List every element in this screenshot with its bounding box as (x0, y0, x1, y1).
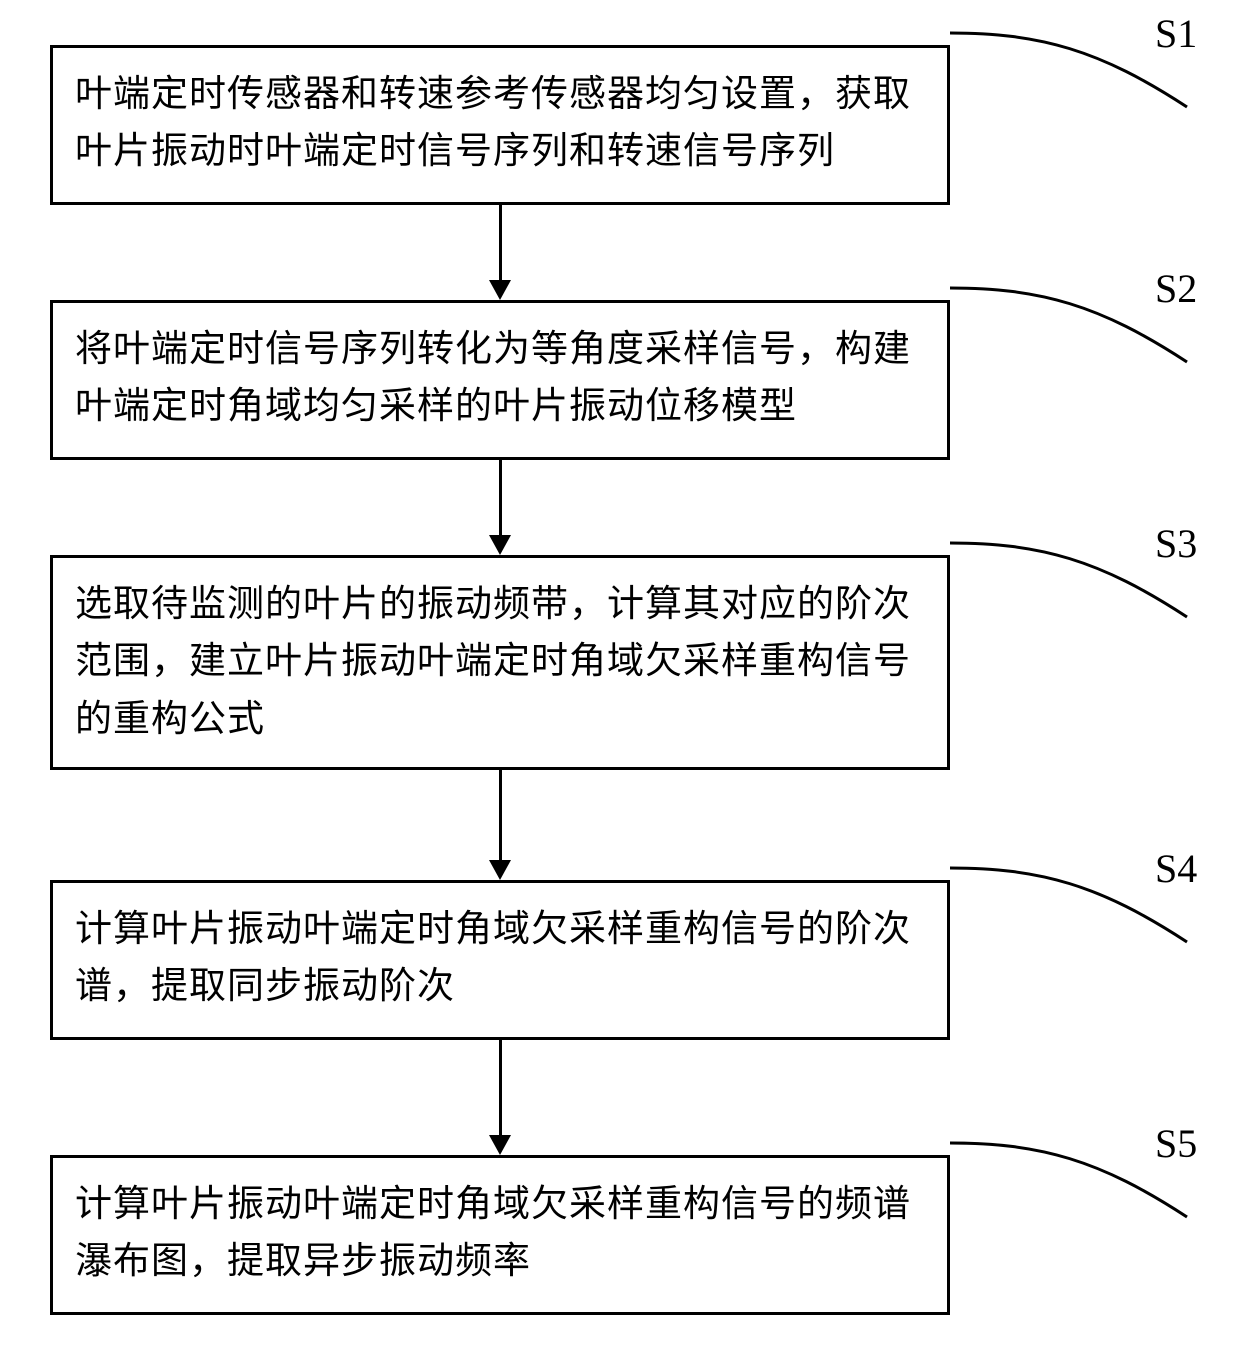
step-box-s2: 将叶端定时信号序列转化为等角度采样信号，构建 叶端定时角域均匀采样的叶片振动位移… (50, 300, 950, 460)
arrow-line-s1-s2 (499, 205, 502, 282)
arrow-line-s2-s3 (499, 460, 502, 537)
arrow-line-s4-s5 (499, 1040, 502, 1137)
arrow-head-icon (489, 1135, 511, 1155)
leader-curve-s3 (950, 540, 1190, 620)
leader-curve-s2 (950, 285, 1190, 365)
step-box-s4: 计算叶片振动叶端定时角域欠采样重构信号的阶次 谱，提取同步振动阶次 (50, 880, 950, 1040)
arrow-line-s3-s4 (499, 770, 502, 862)
leader-curve-s5 (950, 1140, 1190, 1220)
step-label-s4: S4 (1155, 845, 1197, 892)
step-text-s4: 计算叶片振动叶端定时角域欠采样重构信号的阶次 谱，提取同步振动阶次 (75, 901, 925, 1016)
arrow-head-icon (489, 280, 511, 300)
step-text-s2: 将叶端定时信号序列转化为等角度采样信号，构建 叶端定时角域均匀采样的叶片振动位移… (75, 321, 925, 436)
step-text-s1: 叶端定时传感器和转速参考传感器均匀设置，获取 叶片振动时叶端定时信号序列和转速信… (75, 66, 925, 181)
step-text-s5: 计算叶片振动叶端定时角域欠采样重构信号的频谱 瀑布图，提取异步振动频率 (75, 1176, 925, 1291)
flowchart-canvas: 叶端定时传感器和转速参考传感器均匀设置，获取 叶片振动时叶端定时信号序列和转速信… (0, 0, 1240, 1370)
arrow-head-icon (489, 535, 511, 555)
step-text-s3: 选取待监测的叶片的振动频带，计算其对应的阶次 范围，建立叶片振动叶端定时角域欠采… (75, 576, 925, 748)
step-label-s1: S1 (1155, 10, 1197, 57)
leader-curve-s1 (950, 30, 1190, 110)
step-box-s3: 选取待监测的叶片的振动频带，计算其对应的阶次 范围，建立叶片振动叶端定时角域欠采… (50, 555, 950, 770)
step-box-s5: 计算叶片振动叶端定时角域欠采样重构信号的频谱 瀑布图，提取异步振动频率 (50, 1155, 950, 1315)
arrow-head-icon (489, 860, 511, 880)
leader-curve-s4 (950, 865, 1190, 945)
step-label-s5: S5 (1155, 1120, 1197, 1167)
step-label-s2: S2 (1155, 265, 1197, 312)
step-box-s1: 叶端定时传感器和转速参考传感器均匀设置，获取 叶片振动时叶端定时信号序列和转速信… (50, 45, 950, 205)
step-label-s3: S3 (1155, 520, 1197, 567)
